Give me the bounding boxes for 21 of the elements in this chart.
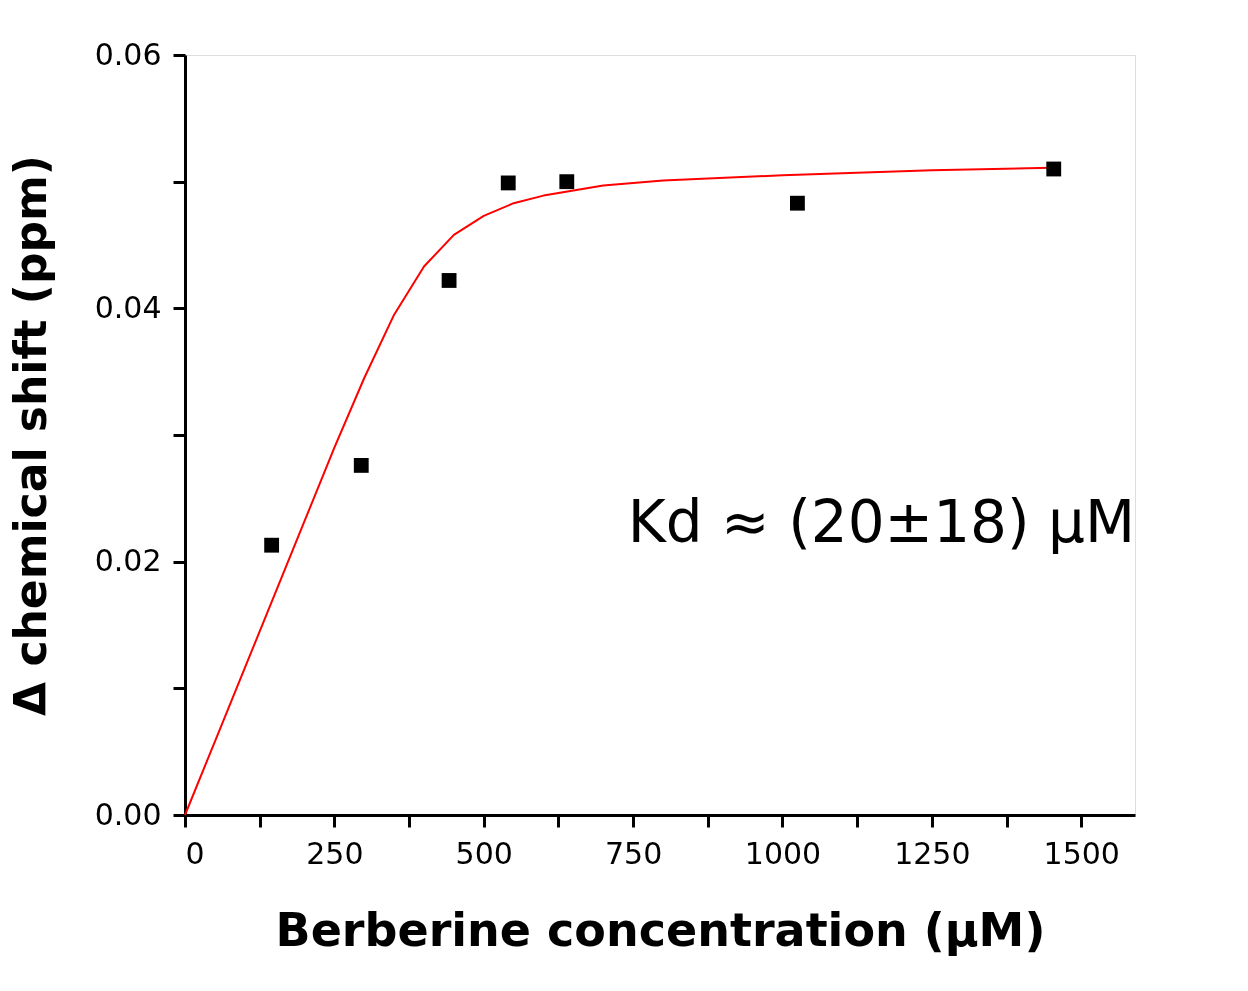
- point: [500, 175, 516, 191]
- point: [264, 537, 280, 553]
- point: [1046, 161, 1062, 177]
- point: [353, 457, 369, 473]
- point: [441, 273, 457, 288]
- point: [559, 174, 575, 190]
- point: [790, 195, 805, 211]
- x-tick-label: 500: [455, 835, 513, 871]
- x-tick-label: 0: [185, 835, 205, 871]
- y-tick-label: 0.04: [94, 289, 162, 325]
- x-tick-label: 1250: [894, 835, 971, 871]
- x-axis-title: Berberine concentration (μM): [275, 902, 1046, 957]
- annotation: Kd ≈ (20±18) μM: [627, 488, 1135, 556]
- y-tick-label: 0.06: [94, 36, 162, 72]
- x-tick-label: 1000: [744, 835, 822, 871]
- x-tick-label: 250: [306, 835, 364, 871]
- x-tick-label: 1500: [1043, 835, 1120, 871]
- x-tick-label: 750: [604, 835, 663, 871]
- y-axis-title: Δ chemical shift (ppm): [4, 155, 56, 716]
- y-tick-label: 0.00: [94, 796, 162, 832]
- y-tick-label: 0.02: [94, 543, 162, 579]
